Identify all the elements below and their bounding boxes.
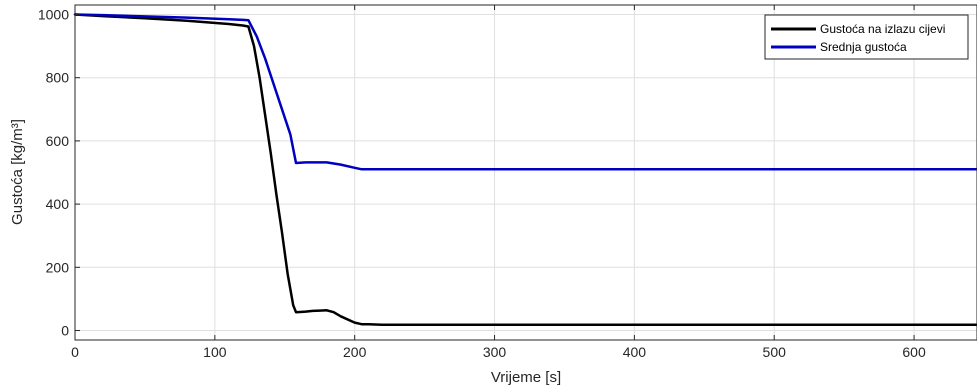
y-tick-label: 200 — [46, 259, 70, 275]
series-line-gustoca-izlaz — [73, 13, 977, 327]
series-layer — [73, 13, 977, 327]
x-tick-label: 500 — [763, 344, 787, 360]
legend: Gustoća na izlazu cijevi Srednja gustoća — [764, 14, 969, 60]
x-tick-label: 600 — [902, 344, 926, 360]
y-axis: 0 200 400 600 800 1000 — [38, 6, 80, 339]
x-tick-label: 300 — [483, 344, 507, 360]
y-tick-label: 0 — [61, 323, 69, 339]
plot-area — [75, 5, 977, 340]
y-tick-label: 1000 — [38, 6, 69, 22]
grid — [74, 5, 977, 340]
x-axis: 0 100 200 300 400 500 600 — [71, 5, 926, 360]
y-axis-label: Gustoća [kg/m³] — [9, 119, 26, 225]
plot-frame — [74, 4, 977, 341]
x-tick-label: 0 — [71, 344, 79, 360]
y-tick-label: 400 — [46, 196, 70, 212]
x-tick-label: 200 — [343, 344, 367, 360]
x-tick-label: 100 — [203, 344, 227, 360]
y-tick-label: 600 — [46, 133, 70, 149]
x-tick-label: 400 — [623, 344, 647, 360]
x-axis-label: Vrijeme [s] — [491, 369, 561, 386]
legend-label-gustoca-izlaz: Gustoća na izlazu cijevi — [820, 22, 945, 36]
y-tick-label: 800 — [46, 70, 70, 86]
legend-label-srednja-gustoca: Srednja gustoća — [820, 40, 907, 54]
series-line-srednja-gustoca — [73, 13, 977, 171]
legend-box — [764, 14, 969, 60]
